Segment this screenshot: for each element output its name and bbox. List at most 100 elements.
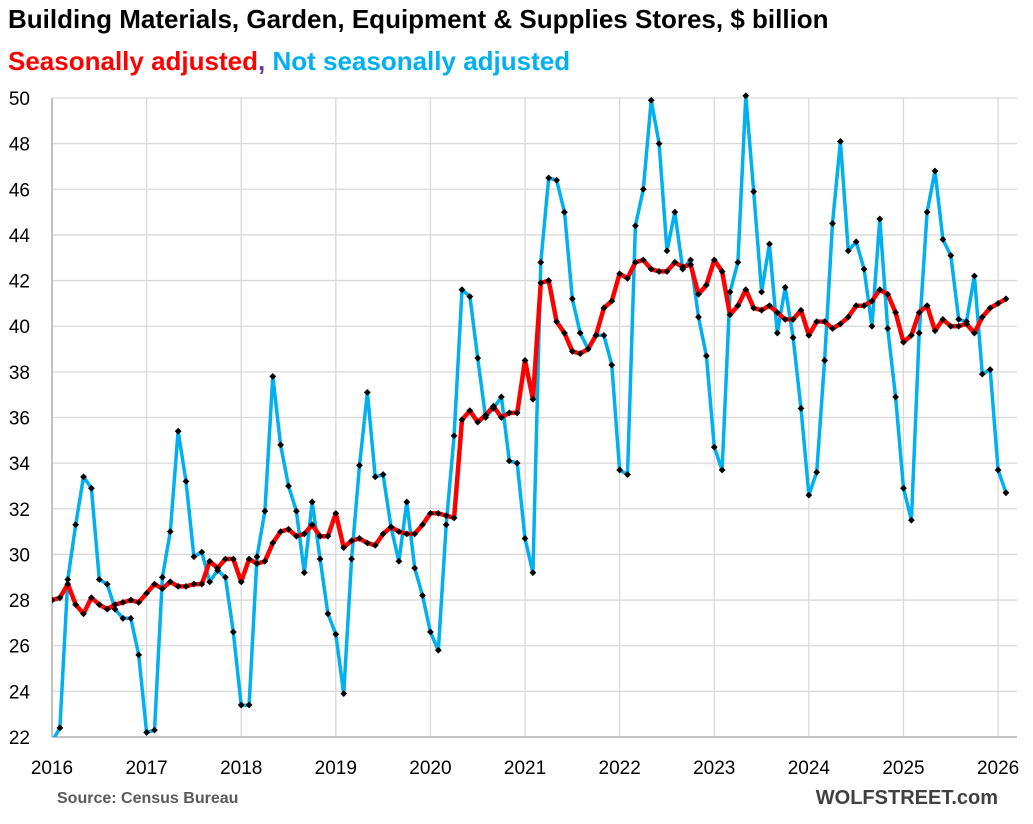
marker-seasonally-adjusted <box>900 338 907 346</box>
marker-seasonally-adjusted <box>427 509 434 517</box>
marker-not-seasonally-adjusted <box>151 726 158 734</box>
marker-not-seasonally-adjusted <box>261 507 269 515</box>
marker-seasonally-adjusted <box>52 596 56 604</box>
marker-seasonally-adjusted <box>253 560 261 567</box>
y-tick-label: 24 <box>9 682 31 703</box>
marker-not-seasonally-adjusted <box>545 174 553 182</box>
marker-seasonally-adjusted <box>466 407 474 415</box>
marker-not-seasonally-adjusted <box>561 208 568 216</box>
marker-seasonally-adjusted <box>482 411 490 419</box>
marker-seasonally-adjusted <box>734 302 742 310</box>
marker-not-seasonally-adjusted <box>427 628 434 636</box>
marker-seasonally-adjusted <box>206 557 214 565</box>
marker-seasonally-adjusted <box>190 580 198 588</box>
marker-seasonally-adjusted <box>214 564 221 572</box>
marker-seasonally-adjusted <box>340 544 348 551</box>
x-tick-label: 2017 <box>125 758 167 779</box>
marker-not-seasonally-adjusted <box>821 357 829 364</box>
marker-not-seasonally-adjusted <box>505 457 513 465</box>
marker-seasonally-adjusted <box>80 610 87 618</box>
marker-not-seasonally-adjusted <box>80 473 87 481</box>
marker-not-seasonally-adjusted <box>868 322 876 330</box>
marker-seasonally-adjusted <box>766 302 773 310</box>
marker-seasonally-adjusted <box>72 601 80 609</box>
marker-not-seasonally-adjusted <box>537 258 545 266</box>
x-tick-label: 2023 <box>693 758 735 779</box>
y-tick-label: 50 <box>9 89 30 110</box>
marker-seasonally-adjusted <box>671 258 679 266</box>
marker-not-seasonally-adjusted <box>758 288 765 296</box>
marker-not-seasonally-adjusted <box>206 578 214 586</box>
marker-not-seasonally-adjusted <box>466 293 474 300</box>
marker-seasonally-adjusted <box>592 331 600 339</box>
marker-seasonally-adjusted <box>663 268 671 275</box>
marker-seasonally-adjusted <box>907 331 915 339</box>
marker-seasonally-adjusted <box>229 555 237 563</box>
marker-seasonally-adjusted <box>88 594 95 602</box>
marker-not-seasonally-adjusted <box>324 610 332 618</box>
marker-seasonally-adjusted <box>474 418 482 426</box>
marker-seasonally-adjusted <box>490 402 497 410</box>
x-tick-label: 2022 <box>599 758 641 779</box>
marker-seasonally-adjusted <box>1002 295 1010 303</box>
marker-seasonally-adjusted <box>923 302 931 310</box>
marker-seasonally-adjusted <box>222 555 229 563</box>
marker-not-seasonally-adjusted <box>403 498 411 506</box>
marker-not-seasonally-adjusted <box>135 651 143 659</box>
y-tick-label: 48 <box>9 135 30 156</box>
marker-not-seasonally-adjusted <box>474 354 482 362</box>
marker-seasonally-adjusted <box>356 535 363 542</box>
marker-seasonally-adjusted <box>726 311 734 319</box>
marker-not-seasonally-adjusted <box>939 236 947 243</box>
marker-seasonally-adjusted <box>174 582 182 590</box>
marker-seasonally-adjusted <box>836 320 844 328</box>
marker-seasonally-adjusted <box>300 530 308 538</box>
marker-not-seasonally-adjusted <box>805 491 813 499</box>
marker-not-seasonally-adjusted <box>742 92 750 100</box>
marker-seasonally-adjusted <box>111 601 119 609</box>
marker-seasonally-adjusted <box>978 313 986 321</box>
marker-seasonally-adjusted <box>371 541 379 549</box>
marker-not-seasonally-adjusted <box>56 724 64 732</box>
marker-seasonally-adjusted <box>647 265 655 273</box>
marker-seasonally-adjusted <box>237 578 245 586</box>
marker-seasonally-adjusted <box>852 302 860 310</box>
x-tick-label: 2024 <box>788 758 831 779</box>
marker-not-seasonally-adjusted <box>356 462 363 469</box>
marker-not-seasonally-adjusted <box>293 507 300 515</box>
marker-seasonally-adjusted <box>758 306 765 314</box>
marker-seasonally-adjusted <box>821 318 829 326</box>
marker-not-seasonally-adjusted <box>340 690 348 698</box>
marker-seasonally-adjusted <box>285 525 292 533</box>
marker-seasonally-adjusted <box>513 409 521 417</box>
marker-not-seasonally-adjusted <box>568 295 576 303</box>
marker-not-seasonally-adjusted <box>316 555 324 563</box>
tick-labels: 22 24 26 28 30 32 34 36 38 40 42 44 46 48 50 2016 2017 20… <box>9 89 1019 779</box>
marker-seasonally-adjusted <box>600 304 608 312</box>
source-note: Source: Census Bureau <box>57 790 239 807</box>
y-tick-label: 34 <box>9 454 31 475</box>
marker-seasonally-adjusted <box>632 258 639 266</box>
marker-not-seasonally-adjusted <box>639 185 647 193</box>
chart-title: Building Materials, Garden, Equipment & … <box>8 4 829 34</box>
y-tick-label: 26 <box>9 637 30 658</box>
marker-not-seasonally-adjusted <box>497 393 505 401</box>
marker-not-seasonally-adjusted <box>395 557 403 565</box>
marker-not-seasonally-adjusted <box>553 176 560 184</box>
marker-not-seasonally-adjusted <box>229 628 237 636</box>
marker-not-seasonally-adjusted <box>363 388 371 396</box>
marker-not-seasonally-adjusted <box>222 573 229 581</box>
marker-not-seasonally-adjusted <box>332 630 340 638</box>
marker-seasonally-adjusted <box>624 274 631 282</box>
marker-seasonally-adjusted <box>103 605 111 613</box>
marker-not-seasonally-adjusted <box>166 528 174 536</box>
axes <box>51 98 1017 738</box>
marker-seasonally-adjusted <box>324 532 332 540</box>
marker-seasonally-adjusted <box>182 582 190 590</box>
marker-not-seasonally-adjusted <box>726 288 734 296</box>
marker-seasonally-adjusted <box>892 309 899 316</box>
series-line-not-seasonally-adjusted <box>52 93 1008 737</box>
marker-seasonally-adjusted <box>860 302 868 310</box>
marker-not-seasonally-adjusted <box>655 140 663 148</box>
marker-not-seasonally-adjusted <box>269 373 277 380</box>
